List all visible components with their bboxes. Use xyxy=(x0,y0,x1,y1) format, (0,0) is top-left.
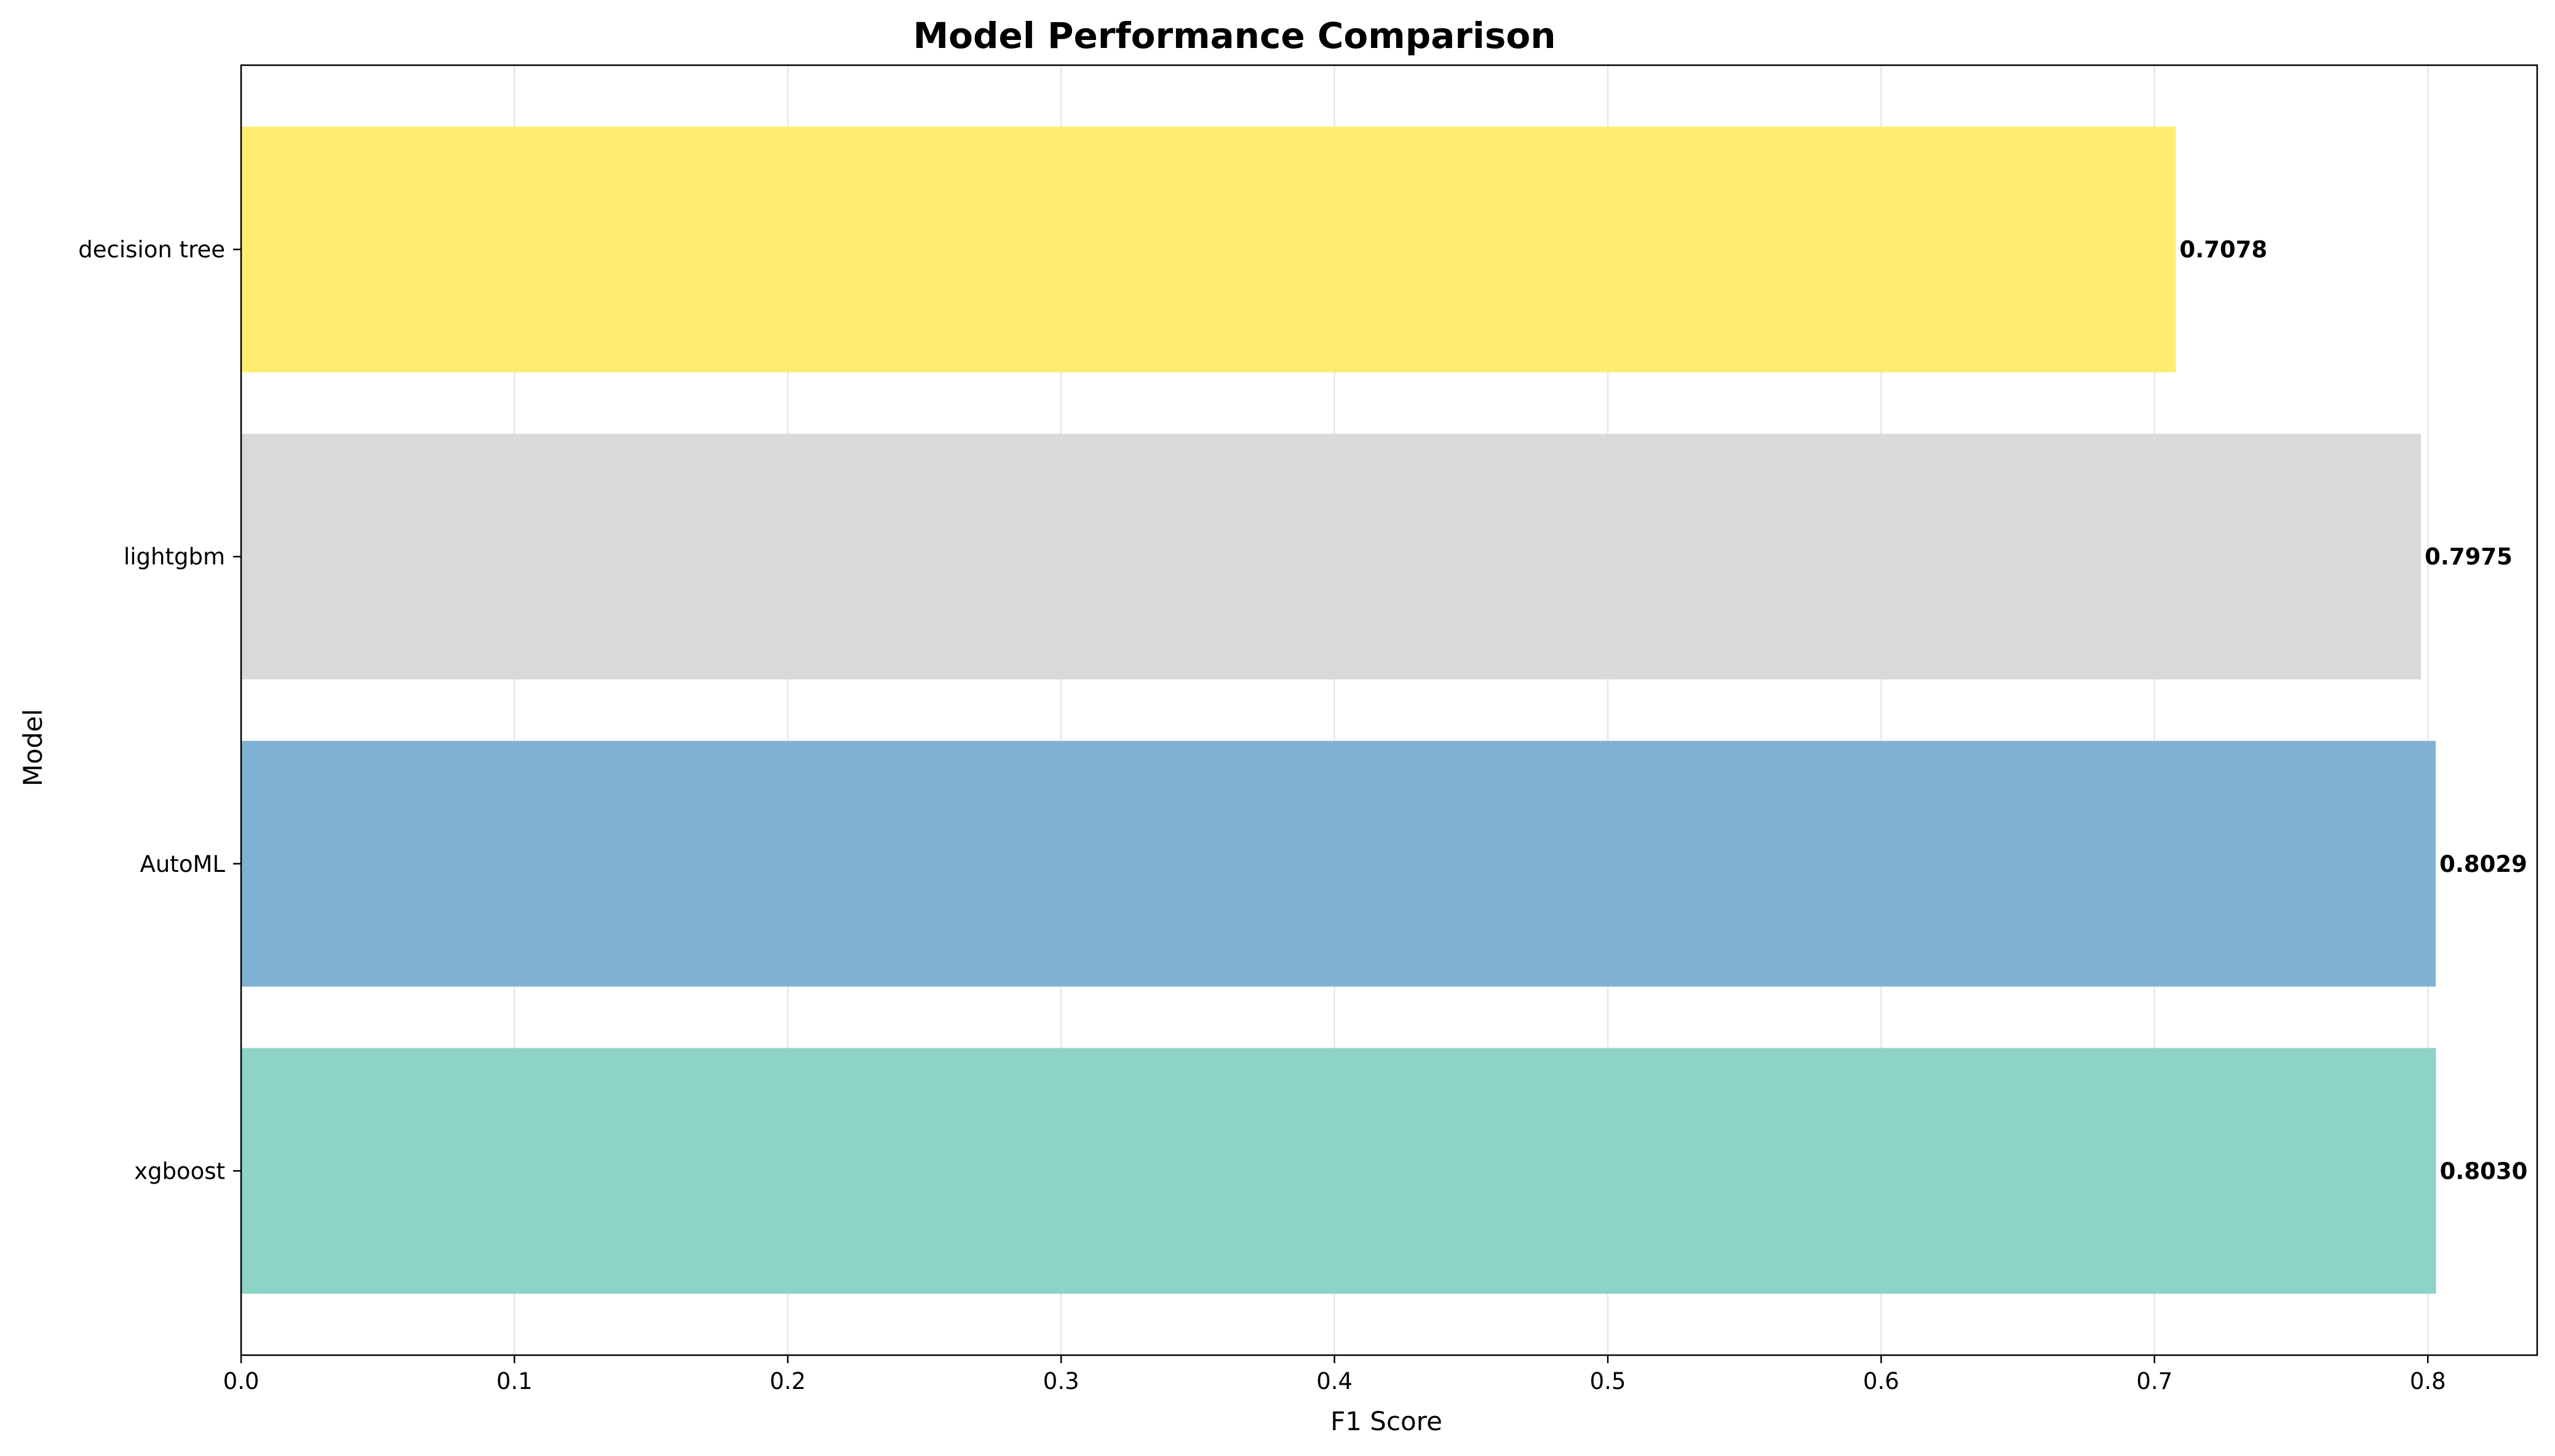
plot-frame xyxy=(240,64,2538,1356)
x-tick-label: 0.7 xyxy=(2136,1368,2172,1395)
y-tick-label: decision tree xyxy=(78,237,225,263)
bar-decision-tree xyxy=(241,126,2176,373)
x-tick-label: 0.5 xyxy=(1590,1368,1626,1395)
y-tick-label: lightgbm xyxy=(124,544,225,570)
bar-lightgbm xyxy=(241,433,2422,680)
chart-title: Model Performance Comparison xyxy=(913,15,1556,57)
x-axis-ticks: 0.0 0.1 0.2 0.3 0.4 0.5 0.6 0.7 0.8 xyxy=(223,1355,2446,1395)
x-tick-label: 0.4 xyxy=(1316,1368,1353,1395)
x-tick-label: 0.6 xyxy=(1863,1368,1899,1395)
x-tick-label: 0.3 xyxy=(1043,1368,1079,1395)
value-labels: 0.8030 0.8029 0.7975 0.7078 xyxy=(2179,237,2527,1185)
y-axis-ticks: xgboost AutoML lightgbm decision tree xyxy=(78,237,241,1184)
y-tick-label: xgboost xyxy=(134,1158,225,1184)
bar-value-label: 0.7078 xyxy=(2179,237,2267,263)
bars xyxy=(241,126,2436,1294)
bar-value-label: 0.7975 xyxy=(2425,544,2513,570)
bar-value-label: 0.8029 xyxy=(2439,851,2527,877)
x-tick-label: 0.0 xyxy=(223,1368,260,1395)
x-tick-label: 0.2 xyxy=(769,1368,806,1395)
bar-value-label: 0.8030 xyxy=(2440,1158,2528,1184)
x-tick-label: 0.8 xyxy=(2410,1368,2446,1395)
x-tick-label: 0.1 xyxy=(496,1368,533,1395)
y-tick-label: AutoML xyxy=(140,851,226,877)
y-axis-label: Model xyxy=(18,709,48,786)
bar-xgboost xyxy=(241,1048,2436,1294)
x-axis-label: F1 Score xyxy=(1330,1406,1442,1436)
bar-automl xyxy=(241,740,2436,987)
